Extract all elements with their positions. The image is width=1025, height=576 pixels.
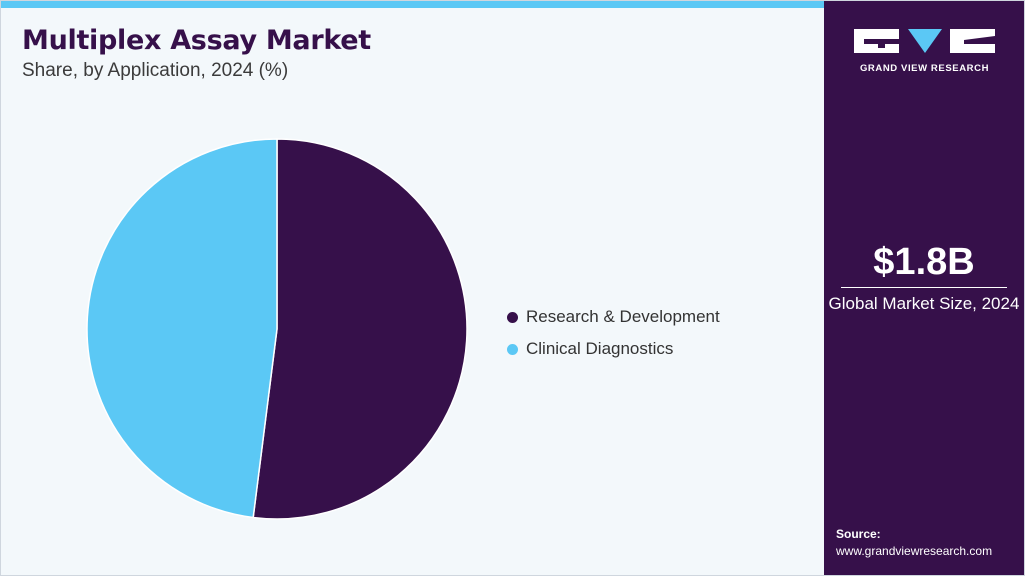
market-size-value: $1.8B [873, 241, 975, 283]
gvr-logo-icon [854, 29, 995, 53]
market-size-label: Global Market Size, 2024 [828, 294, 1020, 313]
legend-swatch [507, 343, 518, 355]
source-link[interactable]: www.grandviewresearch.com [836, 544, 993, 558]
chart-subtitle: Share, by Application, 2024 (%) [22, 60, 289, 81]
legend-item: Research & Development [507, 301, 720, 333]
panel-divider [841, 287, 1007, 288]
legend-label: Clinical Diagnostics [526, 339, 674, 358]
chart-legend: Research & Development Clinical Diagnosti… [507, 301, 720, 365]
source-label: Source: [836, 527, 881, 541]
brand-logo: GRAND VIEW RESEARCH [854, 29, 995, 75]
top-accent-bar [1, 1, 824, 8]
chart-title: Multiplex Assay Market [22, 25, 371, 56]
legend-label: Research & Development [526, 307, 720, 326]
pie-slice-clinical-diagnostics [86, 138, 278, 519]
side-panel: GRAND VIEW RESEARCH $1.8B Global Market … [824, 1, 1024, 575]
logo-wordmark: GRAND VIEW RESEARCH [859, 63, 990, 74]
pie-slice-research-development [252, 138, 468, 520]
legend-item: Clinical Diagnostics [507, 333, 720, 365]
legend-swatch [507, 311, 518, 323]
pie-chart [86, 138, 468, 520]
